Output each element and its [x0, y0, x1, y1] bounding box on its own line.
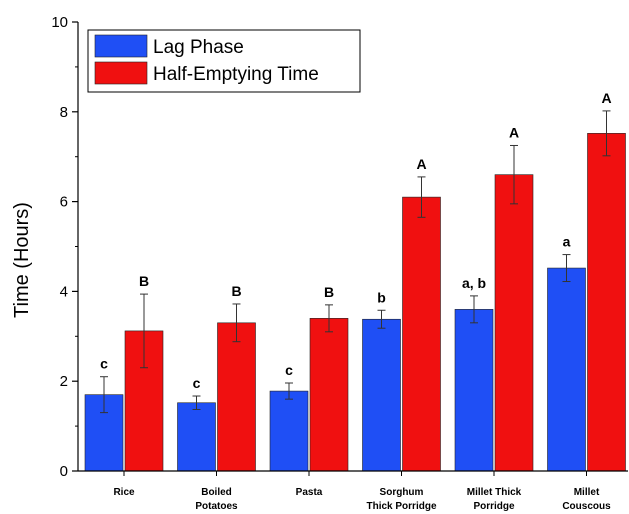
significance-label: c	[193, 375, 201, 391]
lag-phase-bar	[454, 309, 494, 472]
half-emptying-bar	[402, 196, 441, 472]
y-tick-label: 10	[51, 14, 68, 31]
significance-label: B	[231, 283, 241, 299]
legend-label: Lag Phase	[153, 37, 244, 58]
significance-label: a, b	[462, 275, 486, 291]
y-tick-label: 8	[60, 104, 68, 121]
half-emptying-bar	[587, 133, 626, 472]
x-tick-label: Sorghum	[380, 487, 424, 498]
x-tick-label: Boiled	[201, 487, 232, 498]
lag-phase-bar	[547, 267, 586, 472]
legend-swatch	[94, 34, 148, 58]
x-tick-label: Potatoes	[195, 501, 238, 512]
y-tick-label: 0	[60, 463, 68, 480]
significance-label: B	[139, 273, 149, 289]
significance-label: A	[601, 90, 611, 106]
y-axis-title: Time (Hours)	[11, 202, 33, 318]
y-tick-label: 2	[60, 373, 68, 390]
x-tick-label: Pasta	[296, 487, 323, 498]
x-tick-label: Thick Porridge	[366, 501, 436, 512]
significance-label: a	[563, 234, 571, 250]
lag-phase-bar	[177, 402, 216, 472]
half-emptying-bar	[217, 322, 256, 472]
half-emptying-bar	[494, 174, 534, 472]
x-tick-label: Millet	[574, 487, 600, 498]
axes: 0 2 4 6 8 10 Rice Boiled Potatoes Pasta Sorghum Thi…	[51, 14, 628, 512]
legend-label: Half-Emptying Time	[153, 64, 319, 85]
half-emptying-bar	[309, 318, 349, 472]
y-tick-label: 4	[60, 283, 68, 300]
legend: Lag Phase Half-Emptying Time	[87, 29, 361, 93]
legend-swatch	[94, 61, 148, 85]
significance-label: A	[416, 156, 426, 172]
significance-label: B	[324, 284, 334, 300]
lag-phase-bar	[362, 318, 401, 472]
y-tick-label: 6	[60, 194, 68, 211]
significance-label: A	[509, 124, 519, 140]
significance-label: c	[100, 356, 108, 372]
x-tick-label: Rice	[113, 487, 135, 498]
plot-area: c Bc Bc B b Aa, b Aa A	[84, 90, 626, 472]
x-tick-label: Millet Thick	[467, 487, 522, 498]
x-tick-label: Couscous	[562, 501, 611, 512]
significance-label: b	[377, 289, 386, 305]
significance-label: c	[285, 362, 293, 378]
x-tick-label: Porridge	[473, 501, 515, 512]
lag-phase-bar	[269, 390, 309, 472]
